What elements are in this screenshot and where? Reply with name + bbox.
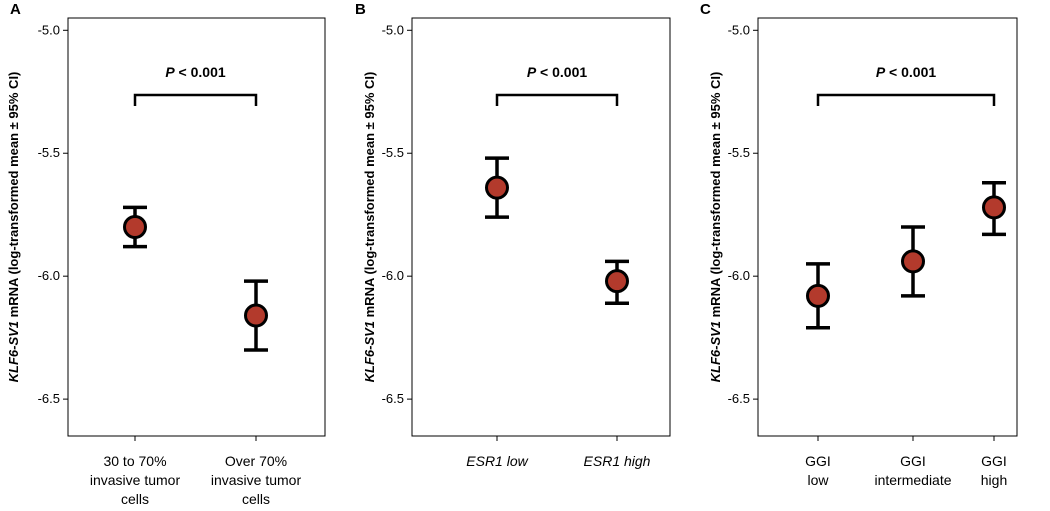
y-tick-label: -6.5 <box>382 391 404 406</box>
panel-a: A -5.0 -5.5 -6.0 -6.5 KLF6-SV1 mRNA (log-tran… <box>6 1 326 507</box>
y-axis-label: KLF6-SV1 mRNA (log-transformed mean ± 95… <box>362 72 377 383</box>
significance-bracket <box>495 93 619 106</box>
y-tick-label: -6.5 <box>728 391 750 406</box>
significance-p: P <box>876 64 886 80</box>
y-tick-label: -5.5 <box>728 145 750 160</box>
x-category-label: ESR1 low <box>466 453 528 469</box>
significance-bracket <box>133 93 258 106</box>
x-category-label: GGI intermediate <box>874 453 951 488</box>
y-tick-label: -6.5 <box>38 391 60 406</box>
y-tick-label: -5.5 <box>38 145 60 160</box>
x-category-line: high <box>981 472 1007 488</box>
panel-b: B -5.0 -5.5 -6.0 -6.5 KLF6-SV1 mRNA (log-tran… <box>355 1 671 469</box>
panel-label: C <box>700 1 711 18</box>
x-category-label: 30 to 70% invasive tumor cells <box>90 453 181 507</box>
y-axis-label-gene: KLF6-SV1 <box>6 321 21 382</box>
significance-p: P <box>165 64 175 80</box>
y-tick-label: -5.0 <box>38 22 60 37</box>
y-axis-label-gene: KLF6-SV1 <box>362 321 377 382</box>
mean-point <box>485 175 509 200</box>
x-category-line: invasive tumor <box>90 472 181 488</box>
y-tick-label: -5.0 <box>382 22 404 37</box>
y-axis-label-text: mRNA (log-transformed mean ± 95% CI) <box>708 72 723 321</box>
x-category-label: Over 70% invasive tumor cells <box>211 453 302 507</box>
x-category-label: ESR1 high <box>584 453 651 469</box>
panel-label: B <box>355 1 366 18</box>
plot-frame <box>757 17 1018 437</box>
y-tick-label: -5.5 <box>382 145 404 160</box>
mean-point <box>901 249 925 274</box>
mean-point <box>806 283 830 308</box>
mean-point <box>244 303 268 328</box>
x-category-line: invasive tumor <box>211 472 302 488</box>
y-tick-label: -6.0 <box>728 268 750 283</box>
significance-label: P < 0.001 <box>165 64 226 80</box>
x-category-line: GGI <box>805 453 831 469</box>
y-axis-label-gene: KLF6-SV1 <box>708 321 723 382</box>
x-category-label: GGI low <box>805 453 831 488</box>
y-tick-label: -6.0 <box>382 268 404 283</box>
significance-value: < 0.001 <box>885 64 936 80</box>
x-category-label: GGI high <box>981 453 1007 488</box>
significance-label: P < 0.001 <box>876 64 937 80</box>
significance-bracket <box>816 93 996 106</box>
y-axis-label-text: mRNA (log-transformed mean ± 95% CI) <box>6 72 21 321</box>
x-category-line: ESR1 low <box>466 453 528 469</box>
x-category-line: GGI <box>900 453 926 469</box>
x-category-line: cells <box>242 491 270 507</box>
panel-label: A <box>10 1 21 18</box>
x-category-line: ESR1 high <box>584 453 651 469</box>
significance-value: < 0.001 <box>175 64 226 80</box>
plot-frame <box>411 17 671 437</box>
x-category-line: Over 70% <box>225 453 287 469</box>
significance-label: P < 0.001 <box>527 64 588 80</box>
plot-frame <box>67 17 326 437</box>
y-tick-label: -6.0 <box>38 268 60 283</box>
panel-c: C -5.0 -5.5 -6.0 -6.5 KLF6-SV1 mRNA (log-tran… <box>700 1 1018 488</box>
mean-point <box>982 195 1006 220</box>
x-category-line: intermediate <box>874 472 951 488</box>
y-axis-label-text: mRNA (log-transformed mean ± 95% CI) <box>362 72 377 321</box>
significance-value: < 0.001 <box>536 64 587 80</box>
y-tick-label: -5.0 <box>728 22 750 37</box>
mean-point <box>123 215 147 239</box>
x-category-line: 30 to 70% <box>103 453 166 469</box>
y-axis-label: KLF6-SV1 mRNA (log-transformed mean ± 95… <box>708 72 723 383</box>
x-category-line: low <box>807 472 829 488</box>
significance-p: P <box>527 64 537 80</box>
mean-point <box>605 269 629 294</box>
y-axis-label: KLF6-SV1 mRNA (log-transformed mean ± 95… <box>6 72 21 383</box>
x-category-line: GGI <box>981 453 1007 469</box>
x-category-line: cells <box>121 491 149 507</box>
